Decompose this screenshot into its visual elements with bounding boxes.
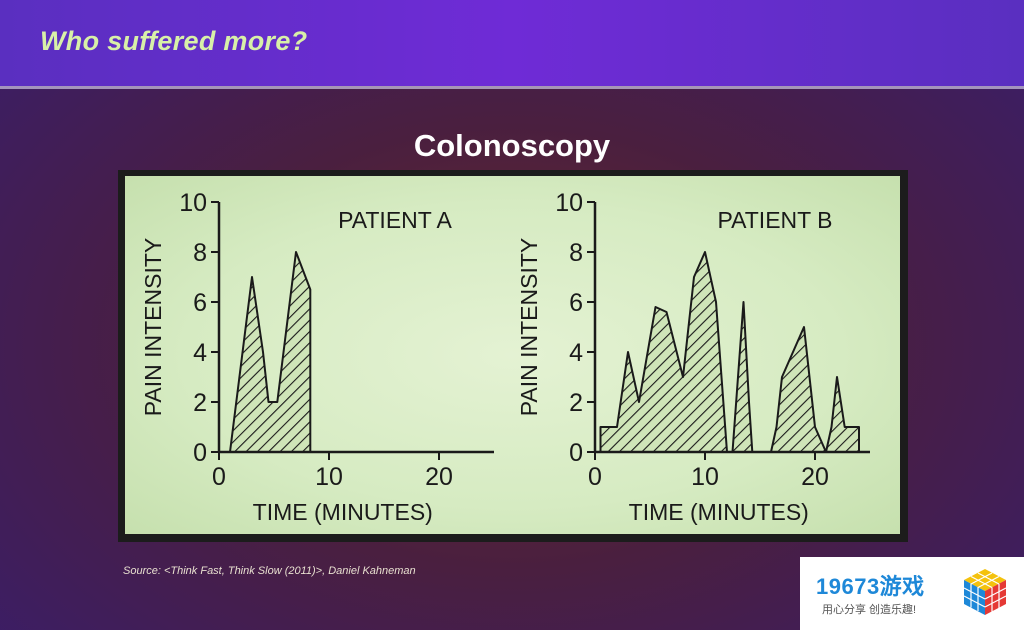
chart-2-y-tick-label: 10	[555, 189, 583, 217]
watermark-tagline: 用心分享 创造乐趣!	[822, 604, 917, 616]
chart-1-y-tick-label: 4	[193, 339, 207, 367]
chart-2-y-tick-label: 8	[569, 239, 583, 267]
chart-1-y-axis-label: PAIN INTENSITY	[140, 238, 166, 417]
slide-title: Who suffered more?	[40, 26, 308, 56]
chart-2-x-axis-label: TIME (MINUTES)	[629, 499, 809, 525]
chart-title: Colonoscopy	[413, 128, 611, 163]
chart-2-y-tick-label: 0	[569, 439, 583, 467]
chart-1-x-tick-label: 10	[315, 463, 343, 491]
chart-1-x-tick-label: 20	[425, 463, 453, 491]
chart-2-y-tick-label: 6	[569, 289, 583, 317]
rubik-cube-icon	[963, 569, 1007, 615]
chart-2-y-tick-label: 2	[569, 389, 583, 417]
chart-1-x-tick-label: 0	[212, 463, 226, 491]
watermark-brand: 19673游戏	[816, 574, 925, 599]
chart-panel-inner: 0 2 4 6 8 10 0 10 20 TIME (MINUTES) PAIN INTENSITY…	[125, 176, 900, 534]
chart-2-panel-name: PATIENT B	[717, 207, 832, 233]
chart-1-y-tick-label: 6	[193, 289, 207, 317]
header-divider	[0, 86, 1024, 89]
watermark-badge: 19673游戏 用心分享 创造乐趣!	[800, 557, 1024, 630]
chart-1-area	[229, 251, 312, 453]
chart-1-panel-name: PATIENT A	[338, 207, 452, 233]
chart-1-y-tick-label: 0	[193, 439, 207, 467]
header-band	[0, 0, 1024, 86]
chart-1-x-axis-label: TIME (MINUTES)	[253, 499, 433, 525]
chart-panel: 0 2 4 6 8 10 0 10 20 TIME (MINUTES) PAIN INTENSITY…	[118, 170, 908, 542]
chart-2-area	[599, 251, 860, 453]
chart-2-y-tick-label: 4	[569, 339, 583, 367]
chart-1-y-tick-label: 8	[193, 239, 207, 267]
chart-1-y-tick-label: 2	[193, 389, 207, 417]
chart-2-x-tick-label: 0	[588, 463, 602, 491]
chart-2-x-tick-label: 20	[801, 463, 829, 491]
source-citation: Source: <Think Fast, Think Slow (2011)>,…	[123, 565, 416, 577]
chart-2-x-tick-label: 10	[691, 463, 719, 491]
chart-1-y-tick-label: 10	[179, 189, 207, 217]
chart-2-y-axis-label: PAIN INTENSITY	[516, 238, 542, 417]
